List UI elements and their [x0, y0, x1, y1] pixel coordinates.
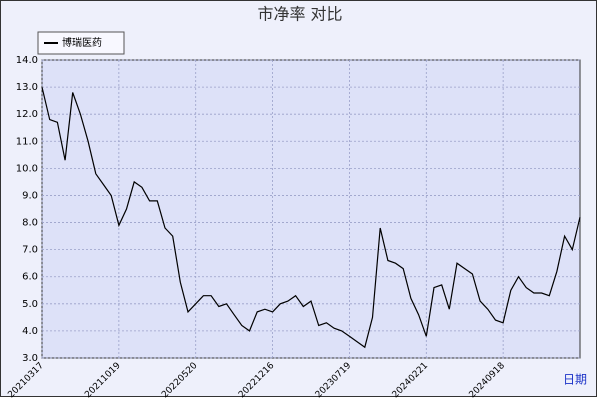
y-tick-label: 14.0 — [16, 55, 38, 66]
y-tick-label: 12.0 — [16, 109, 38, 120]
y-tick-label: 5.0 — [22, 299, 38, 310]
chart-title: 市净率 对比 — [257, 5, 342, 24]
y-tick-label: 11.0 — [16, 136, 38, 147]
y-tick-label: 10.0 — [16, 163, 38, 174]
plot-area — [41, 59, 581, 359]
x-axis-label: 日期 — [563, 373, 587, 387]
y-tick-label: 8.0 — [22, 218, 38, 229]
y-tick-label: 9.0 — [22, 190, 38, 201]
y-tick-label: 3.0 — [22, 353, 38, 364]
y-tick-label: 4.0 — [22, 326, 38, 337]
y-tick-label: 6.0 — [22, 272, 38, 283]
series-line — [41, 86, 581, 349]
y-tick-label: 7.0 — [22, 245, 38, 256]
y-tick-label: 13.0 — [16, 82, 38, 93]
legend-box — [37, 31, 125, 55]
legend-label: 博瑞医药 — [62, 36, 102, 49]
